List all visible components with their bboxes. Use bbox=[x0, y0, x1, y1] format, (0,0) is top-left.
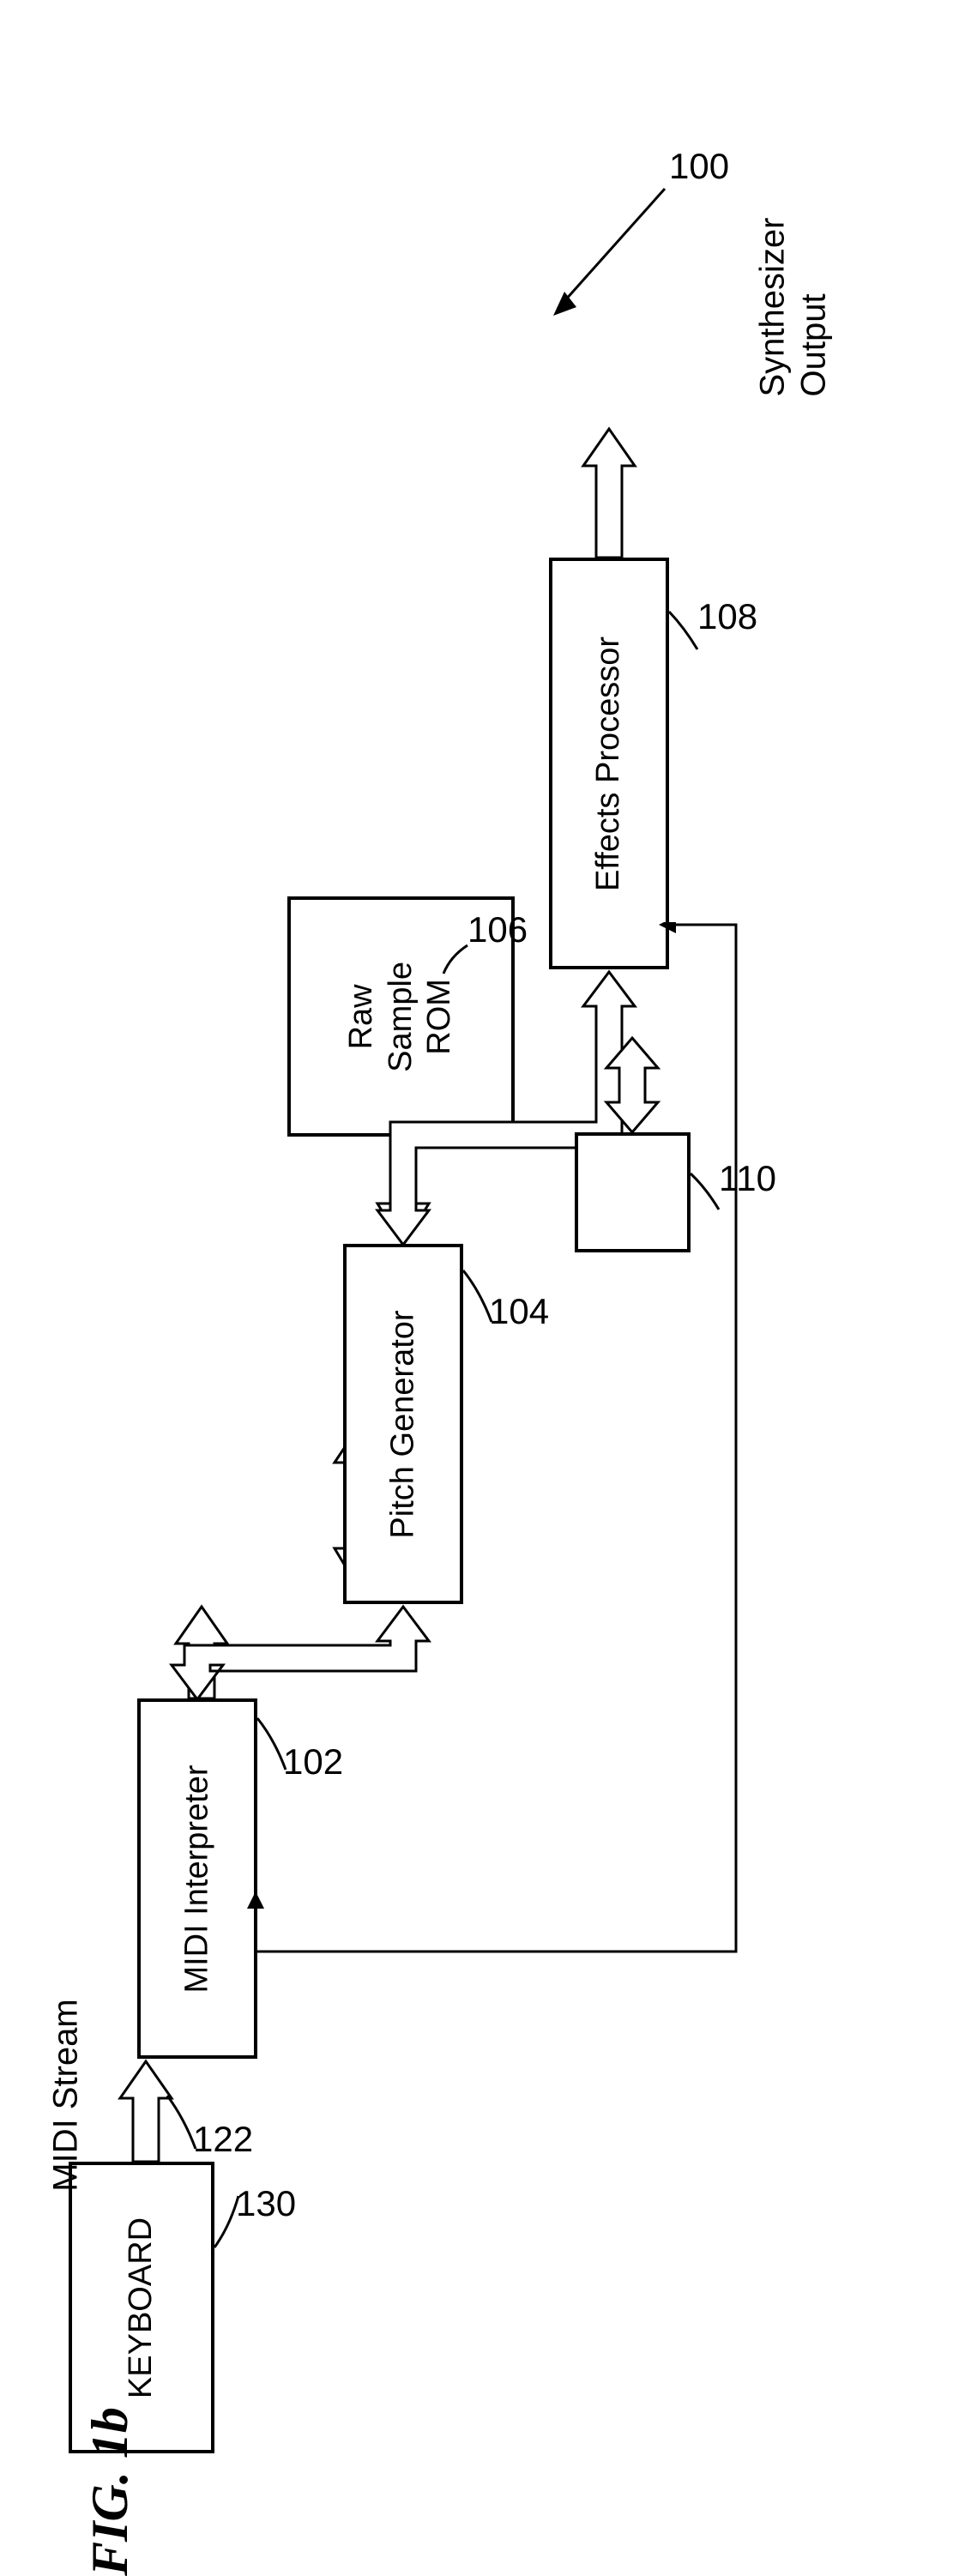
curve-122 bbox=[166, 2093, 200, 2153]
figure-label: FIG. 1b bbox=[81, 2407, 140, 2576]
ref-108: 108 bbox=[697, 596, 757, 637]
curve-130 bbox=[213, 2192, 243, 2252]
ref-122: 122 bbox=[193, 2119, 253, 2160]
ref-main: 100 bbox=[669, 146, 729, 187]
pointer-arrow-100 bbox=[540, 180, 669, 335]
effects-processor-label: Effects Processor bbox=[591, 636, 628, 890]
effects-processor-block: Effects Processor bbox=[549, 558, 669, 969]
curve-108 bbox=[667, 609, 702, 652]
arrow-effects-output bbox=[575, 425, 643, 562]
midi-stream-label: MIDI Stream bbox=[47, 1999, 86, 2191]
synth-output-label: SynthesizerOutput bbox=[751, 218, 834, 397]
ref-130: 130 bbox=[236, 2183, 296, 2224]
keyboard-label: KEYBOARD bbox=[124, 2217, 160, 2398]
feedback-line bbox=[136, 922, 753, 1977]
